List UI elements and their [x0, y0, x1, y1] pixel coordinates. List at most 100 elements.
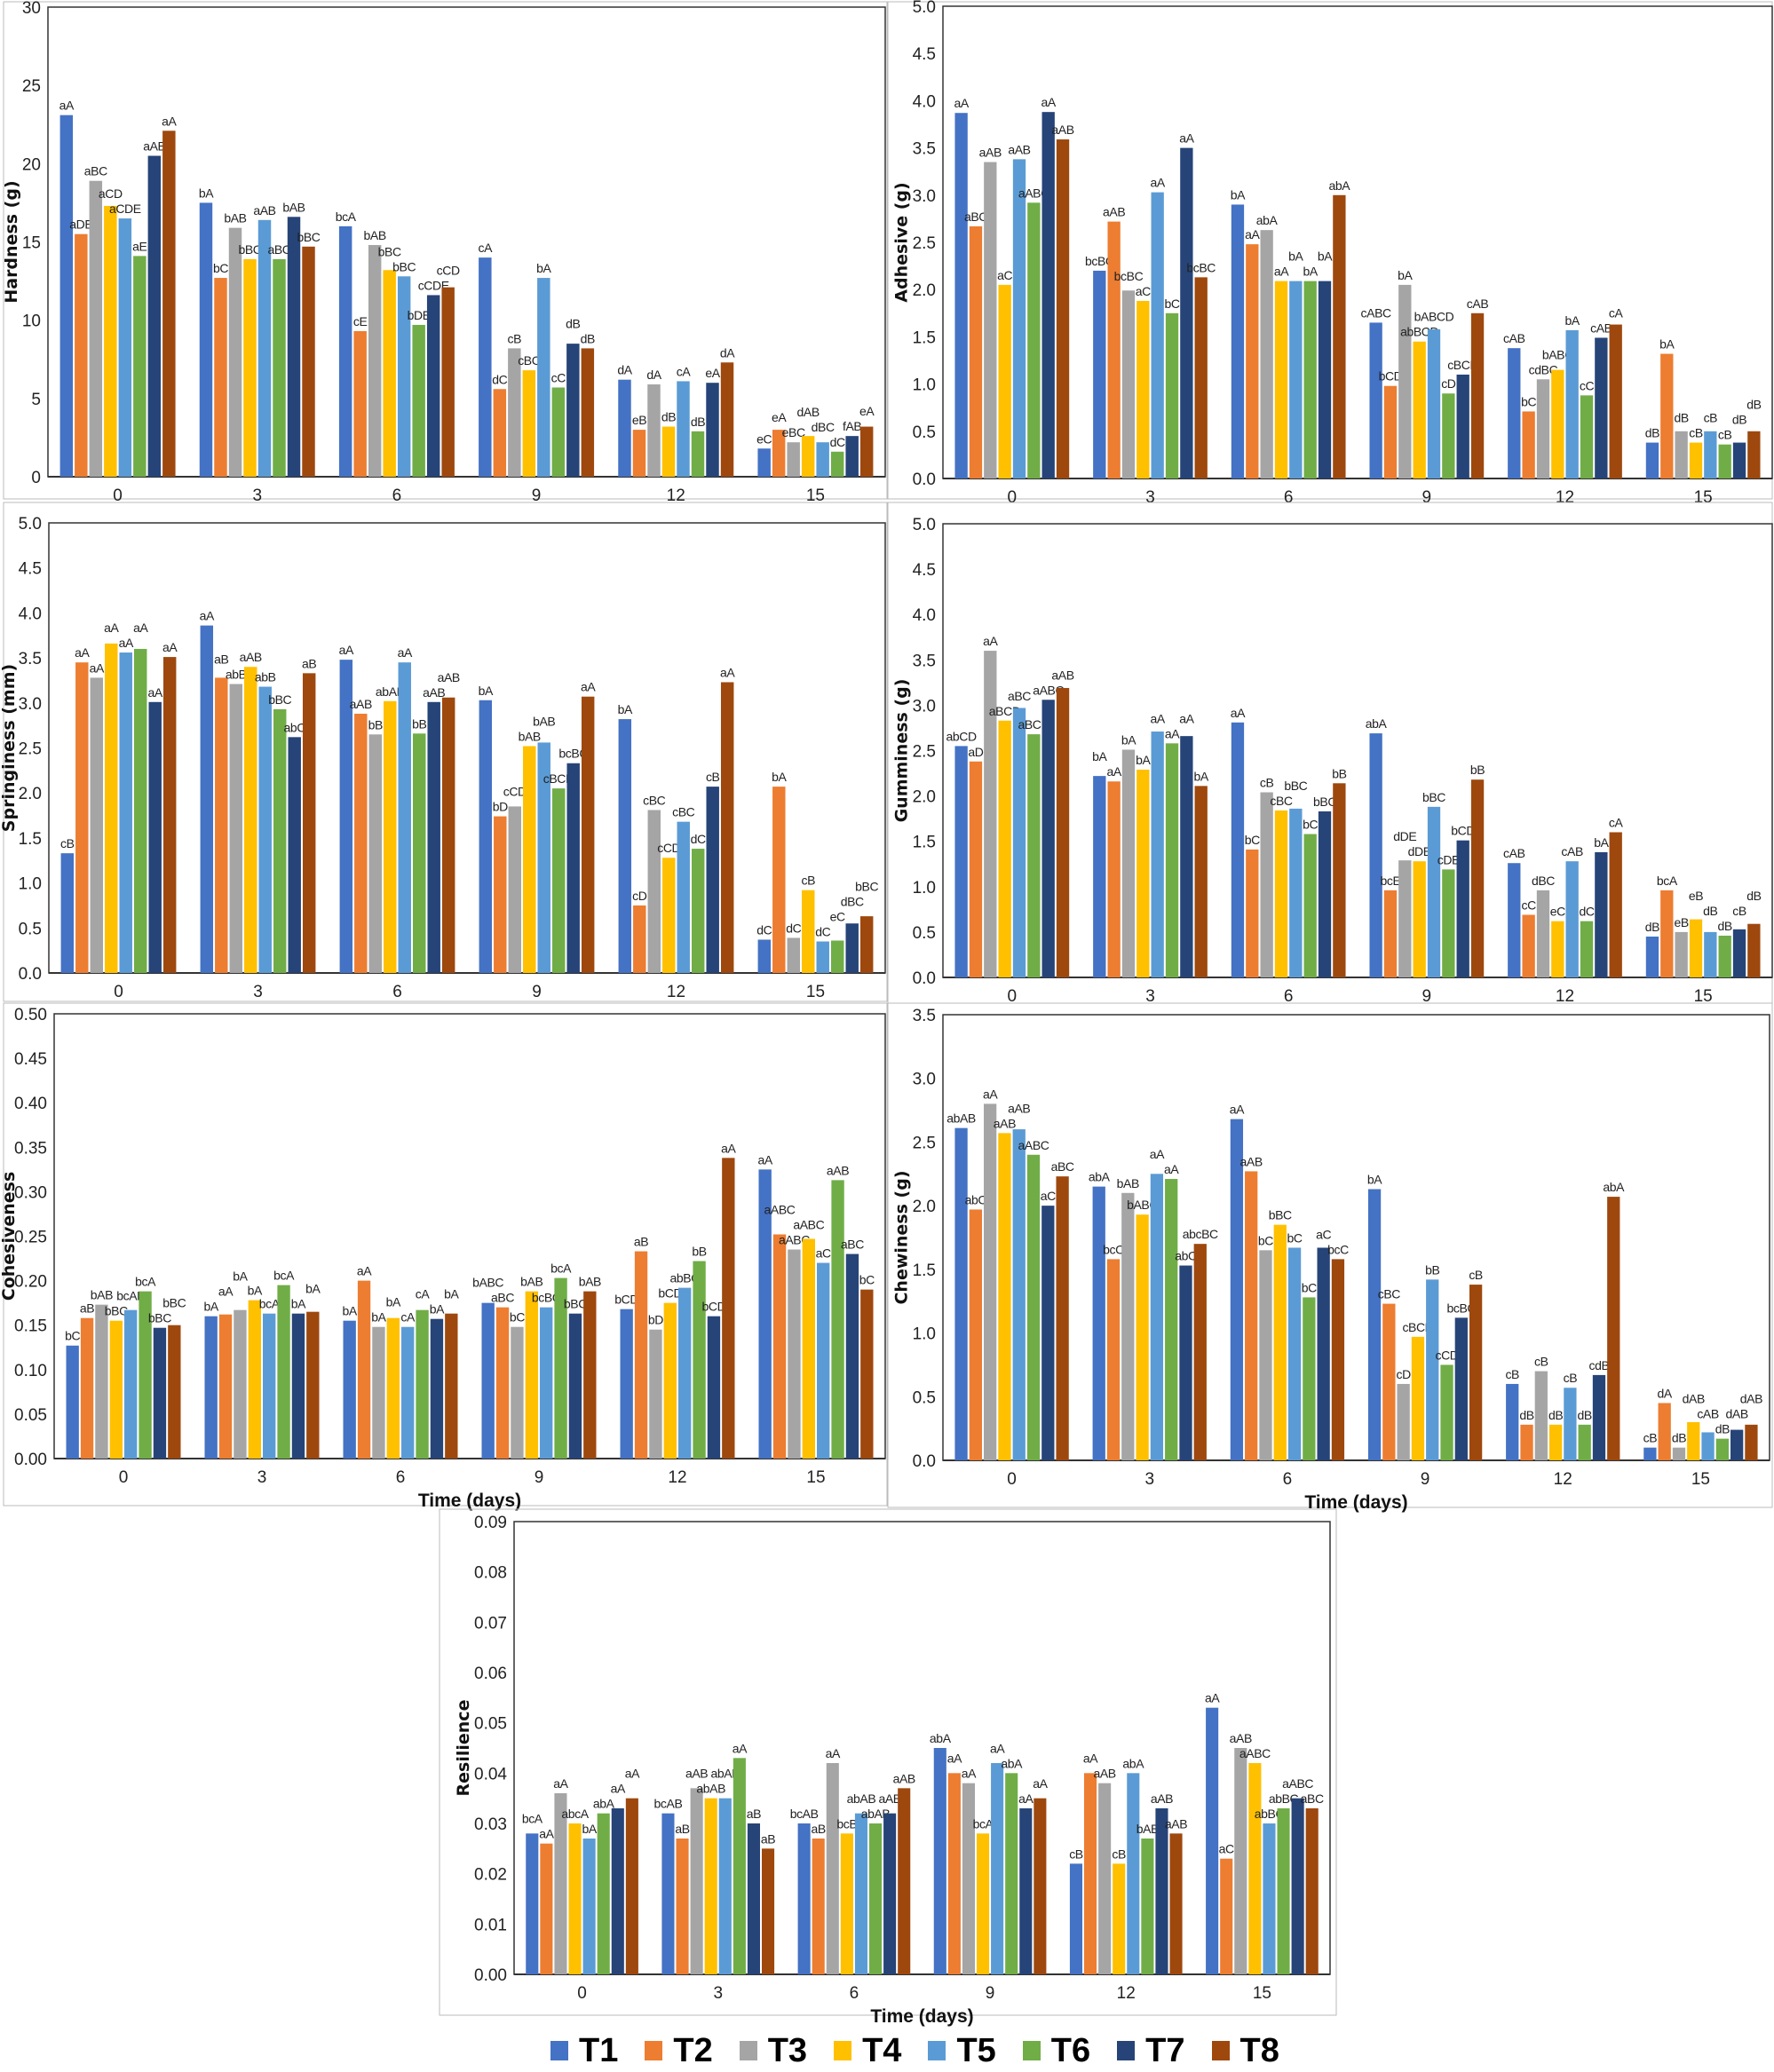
- y-tick-label: 0.35: [14, 1139, 47, 1158]
- x-tick-label: 9: [1422, 488, 1432, 507]
- bar-t8: [1194, 277, 1208, 478]
- x-tick-label: 9: [532, 486, 542, 505]
- legend-item-t6: T6: [1022, 2033, 1090, 2068]
- bar-t4: [384, 700, 397, 973]
- significance-label: bC: [510, 1310, 525, 1325]
- chart-resilience: 0.00 0.01 0.02 0.03 0.04 0.05 0.06 0.07 0.08 0.09…: [439, 1508, 1337, 2027]
- bar-t1: [954, 113, 968, 479]
- significance-label: bBC: [238, 242, 261, 257]
- significance-label: dB: [1645, 426, 1659, 440]
- bar-t2: [218, 1314, 233, 1459]
- significance-label: aA: [553, 1776, 568, 1791]
- significance-label: aC: [1136, 284, 1151, 298]
- y-tick-label: 2.0: [913, 1198, 936, 1216]
- bar-t3: [508, 806, 521, 973]
- x-tick-label: 12: [1556, 987, 1574, 1006]
- significance-label: aB: [214, 652, 228, 667]
- bar-t6: [1027, 202, 1041, 478]
- bar-t1: [526, 1833, 539, 1974]
- significance-label: bAB: [282, 200, 305, 214]
- bar-t2: [1658, 1403, 1671, 1460]
- y-tick-label: 5.0: [913, 0, 936, 17]
- bar-t3: [1098, 1783, 1112, 1974]
- bar-t6: [1027, 734, 1041, 977]
- legend-swatch-t5: [928, 2041, 946, 2060]
- significance-label: aAB: [827, 1163, 849, 1177]
- x-tick-label: 9: [532, 983, 542, 1001]
- significance-label: bDE: [408, 308, 431, 322]
- bar-t2: [1382, 1303, 1396, 1460]
- significance-label: bCD: [1379, 369, 1403, 384]
- bar-t3: [1398, 284, 1412, 478]
- significance-label: aB: [675, 1822, 689, 1836]
- bar-t1: [954, 1127, 968, 1460]
- significance-label: bcAB: [790, 1807, 819, 1821]
- bar-t4: [998, 284, 1011, 478]
- significance-label: bcA: [259, 1297, 281, 1311]
- significance-label: cB: [1689, 426, 1703, 440]
- bar-t2: [354, 713, 368, 973]
- significance-label: cB: [60, 836, 75, 850]
- bar-t8: [1469, 1285, 1483, 1460]
- bar-t3: [962, 1783, 976, 1974]
- significance-label: aA: [1151, 711, 1166, 725]
- bar-t6: [139, 1291, 152, 1459]
- significance-label: dB: [691, 415, 705, 429]
- significance-label: aA: [1041, 95, 1057, 109]
- bar-t5: [1565, 861, 1579, 977]
- bar-t5: [1289, 808, 1303, 977]
- significance-label: bB: [368, 717, 383, 732]
- significance-label: dDE: [1393, 829, 1416, 843]
- significance-label: aBC: [964, 210, 987, 224]
- y-tick-label: 15: [22, 234, 41, 253]
- significance-label: aA: [581, 680, 596, 694]
- significance-label: eB: [1674, 915, 1688, 929]
- significance-label: abA: [930, 1731, 952, 1745]
- x-tick-label: 0: [114, 983, 123, 1001]
- significance-label: aAB: [350, 697, 372, 711]
- significance-label: aAB: [1051, 668, 1073, 682]
- significance-label: bA: [1121, 732, 1136, 747]
- significance-label: aBC: [841, 1238, 864, 1252]
- x-tick-label: 15: [1691, 1470, 1710, 1489]
- significance-label: aA: [1106, 764, 1121, 779]
- bar-t3: [1536, 379, 1550, 478]
- legend-swatch-t2: [645, 2041, 663, 2060]
- bar-t8: [1609, 324, 1622, 478]
- y-axis-title: Springiness (mm): [0, 664, 19, 832]
- bar-t2: [947, 1773, 961, 1974]
- significance-label: bA: [386, 1295, 401, 1309]
- bar-t4: [802, 1238, 815, 1459]
- bar-t2: [633, 905, 646, 973]
- significance-label: cAB: [1697, 1407, 1719, 1421]
- legend: T1 T2 T3 T4 T5 T6 T7 T8: [550, 2033, 1279, 2068]
- bar-t5: [1263, 1823, 1276, 1974]
- legend-swatch-t1: [550, 2041, 568, 2060]
- significance-label: bC: [65, 1329, 80, 1343]
- bar-t4: [998, 1133, 1011, 1460]
- bar-t6: [133, 256, 147, 477]
- bar-t8: [898, 1788, 911, 1974]
- bar-t1: [59, 115, 74, 478]
- bar-t7: [611, 1808, 624, 1974]
- bar-t7: [287, 217, 301, 477]
- bar-t5: [677, 381, 690, 477]
- significance-label: bC: [1258, 1233, 1273, 1247]
- significance-label: bBC: [297, 230, 320, 244]
- bar-t8: [162, 657, 177, 973]
- bar-t5: [817, 1262, 830, 1459]
- bar-t7: [566, 344, 580, 477]
- significance-label: aA: [119, 636, 134, 650]
- significance-label: bA: [430, 1302, 445, 1317]
- bar-t3: [90, 677, 103, 973]
- bar-t4: [1248, 1763, 1262, 1974]
- chart-chewiness: 0.0 0.5 1.0 1.5 2.0 2.5 3.0 3.5 Chewiness (g) 0 3 6…: [887, 1002, 1773, 1513]
- bar-t3: [787, 442, 800, 477]
- significance-label: cB: [1704, 411, 1718, 425]
- significance-label: dB: [1578, 1408, 1592, 1422]
- bar-t6: [692, 849, 705, 973]
- significance-label: dB: [581, 331, 595, 345]
- significance-label: aA: [1231, 706, 1246, 720]
- significance-label: aA: [1151, 176, 1166, 190]
- y-tick-label: 0.15: [14, 1317, 47, 1336]
